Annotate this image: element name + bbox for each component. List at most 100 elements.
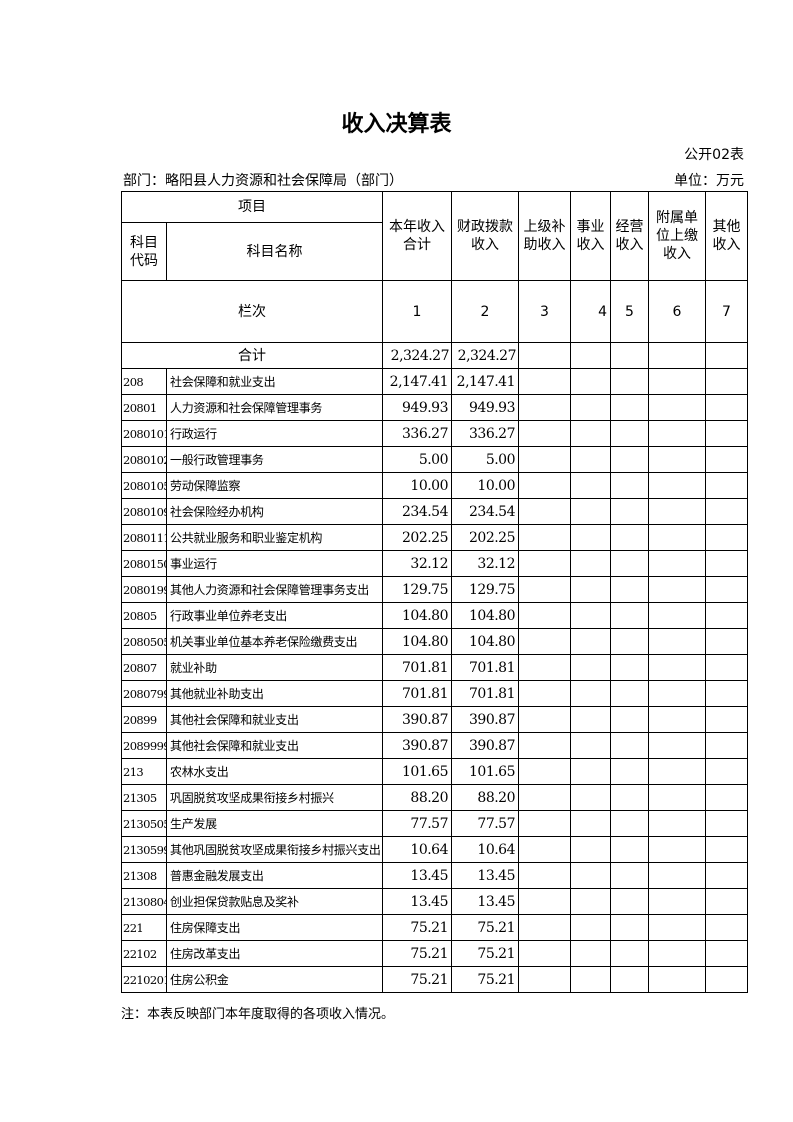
empty-cell bbox=[570, 550, 611, 577]
empty-cell bbox=[570, 394, 611, 421]
empty-cell bbox=[610, 784, 649, 811]
empty-cell bbox=[570, 576, 611, 603]
row-index: 4 bbox=[570, 280, 611, 343]
table-row: 2080505 机关事业单位基本养老保险缴费支出 104.80 104.80 bbox=[121, 628, 748, 655]
cell-total: 701.81 bbox=[382, 654, 452, 681]
table-row: 21305 巩固脱贫攻坚成果衔接乡村振兴 88.20 88.20 bbox=[121, 784, 748, 811]
table-row: 20801 人力资源和社会保障管理事务 949.93 949.93 bbox=[121, 394, 748, 421]
cell-fiscal: 13.45 bbox=[451, 888, 519, 915]
table-row: 22102 住房改革支出 75.21 75.21 bbox=[121, 940, 748, 967]
income-table: 项目 本年收入合计 财政拨款收入 上级补助收入 事业收入 经营收入 附属单位上缴… bbox=[121, 191, 748, 993]
cell-name: 公共就业服务和职业鉴定机构 bbox=[166, 524, 383, 551]
table-row: 20807 就业补助 701.81 701.81 bbox=[121, 654, 748, 681]
empty-cell bbox=[610, 706, 649, 733]
table-row: 2080111 公共就业服务和职业鉴定机构 202.25 202.25 bbox=[121, 524, 748, 551]
empty-cell bbox=[610, 940, 649, 967]
cell-fiscal: 75.21 bbox=[451, 914, 519, 941]
empty-cell bbox=[648, 368, 706, 395]
empty-cell bbox=[570, 966, 611, 993]
page-title: 收入决算表 bbox=[341, 112, 452, 137]
empty-cell bbox=[705, 550, 748, 577]
cell-name: 劳动保障监察 bbox=[166, 472, 383, 499]
empty-cell bbox=[648, 498, 706, 525]
empty-cell bbox=[610, 394, 649, 421]
empty-cell bbox=[570, 810, 611, 837]
header-col: 附属单位上缴收入 bbox=[648, 191, 706, 281]
header-item: 项目 bbox=[121, 191, 383, 223]
cell-total: 202.25 bbox=[382, 524, 452, 551]
cell-code: 2080102 bbox=[121, 446, 167, 473]
cell-name: 就业补助 bbox=[166, 654, 383, 681]
cell-name: 一般行政管理事务 bbox=[166, 446, 383, 473]
empty-cell bbox=[518, 498, 571, 525]
empty-cell bbox=[705, 394, 748, 421]
empty-cell bbox=[705, 446, 748, 473]
cell-total: 75.21 bbox=[382, 940, 452, 967]
total-label: 合计 bbox=[121, 342, 383, 369]
empty-cell bbox=[610, 732, 649, 759]
table-row: 208 社会保障和就业支出 2,147.41 2,147.41 bbox=[121, 368, 748, 395]
empty-cell bbox=[648, 784, 706, 811]
empty-cell bbox=[518, 394, 571, 421]
cell-name: 普惠金融发展支出 bbox=[166, 862, 383, 889]
cell-name: 住房公积金 bbox=[166, 966, 383, 993]
cell-code: 2130505 bbox=[121, 810, 167, 837]
row-index: 5 bbox=[610, 280, 649, 343]
cell-fiscal: 202.25 bbox=[451, 524, 519, 551]
table-row: 2089999 其他社会保障和就业支出 390.87 390.87 bbox=[121, 732, 748, 759]
empty-cell bbox=[610, 966, 649, 993]
cell-total: 101.65 bbox=[382, 758, 452, 785]
cell-fiscal: 336.27 bbox=[451, 420, 519, 447]
empty-cell bbox=[705, 810, 748, 837]
empty-cell bbox=[648, 706, 706, 733]
empty-cell bbox=[570, 654, 611, 681]
total-value: 2,324.27 bbox=[382, 342, 452, 369]
cell-code: 221 bbox=[121, 914, 167, 941]
empty-cell bbox=[570, 888, 611, 915]
empty-cell bbox=[610, 654, 649, 681]
empty-cell bbox=[570, 524, 611, 551]
cell-name: 住房保障支出 bbox=[166, 914, 383, 941]
empty-cell bbox=[705, 602, 748, 629]
empty-cell bbox=[610, 810, 649, 837]
empty-cell bbox=[705, 732, 748, 759]
empty-cell bbox=[518, 446, 571, 473]
department: 部门：略阳县人力资源和社会保障局（部门） bbox=[123, 173, 403, 189]
empty-cell bbox=[610, 680, 649, 707]
empty-cell bbox=[705, 966, 748, 993]
cell-name: 住房改革支出 bbox=[166, 940, 383, 967]
empty-cell bbox=[518, 680, 571, 707]
row-index-label: 栏次 bbox=[121, 280, 383, 343]
header-col: 财政拨款收入 bbox=[451, 191, 519, 281]
empty-cell bbox=[610, 498, 649, 525]
cell-name: 人力资源和社会保障管理事务 bbox=[166, 394, 383, 421]
empty-cell bbox=[570, 602, 611, 629]
cell-code: 208 bbox=[121, 368, 167, 395]
empty-cell bbox=[705, 472, 748, 499]
cell-fiscal: 701.81 bbox=[451, 654, 519, 681]
cell-total: 104.80 bbox=[382, 628, 452, 655]
empty-cell bbox=[705, 368, 748, 395]
empty-cell bbox=[648, 550, 706, 577]
cell-code: 21305 bbox=[121, 784, 167, 811]
cell-total: 88.20 bbox=[382, 784, 452, 811]
empty-cell bbox=[705, 836, 748, 863]
empty-cell bbox=[648, 472, 706, 499]
cell-fiscal: 104.80 bbox=[451, 628, 519, 655]
cell-total: 13.45 bbox=[382, 888, 452, 915]
empty-cell bbox=[610, 758, 649, 785]
table-row: 20805 行政事业单位养老支出 104.80 104.80 bbox=[121, 602, 748, 629]
cell-code: 20899 bbox=[121, 706, 167, 733]
empty-cell bbox=[648, 758, 706, 785]
cell-code: 213 bbox=[121, 758, 167, 785]
empty-cell bbox=[518, 420, 571, 447]
cell-total: 77.57 bbox=[382, 810, 452, 837]
cell-code: 2130804 bbox=[121, 888, 167, 915]
row-index: 1 bbox=[382, 280, 452, 343]
empty-cell bbox=[570, 732, 611, 759]
empty-cell bbox=[705, 680, 748, 707]
cell-code: 2080150 bbox=[121, 550, 167, 577]
empty-cell bbox=[648, 940, 706, 967]
empty-cell bbox=[648, 420, 706, 447]
empty-cell bbox=[610, 836, 649, 863]
